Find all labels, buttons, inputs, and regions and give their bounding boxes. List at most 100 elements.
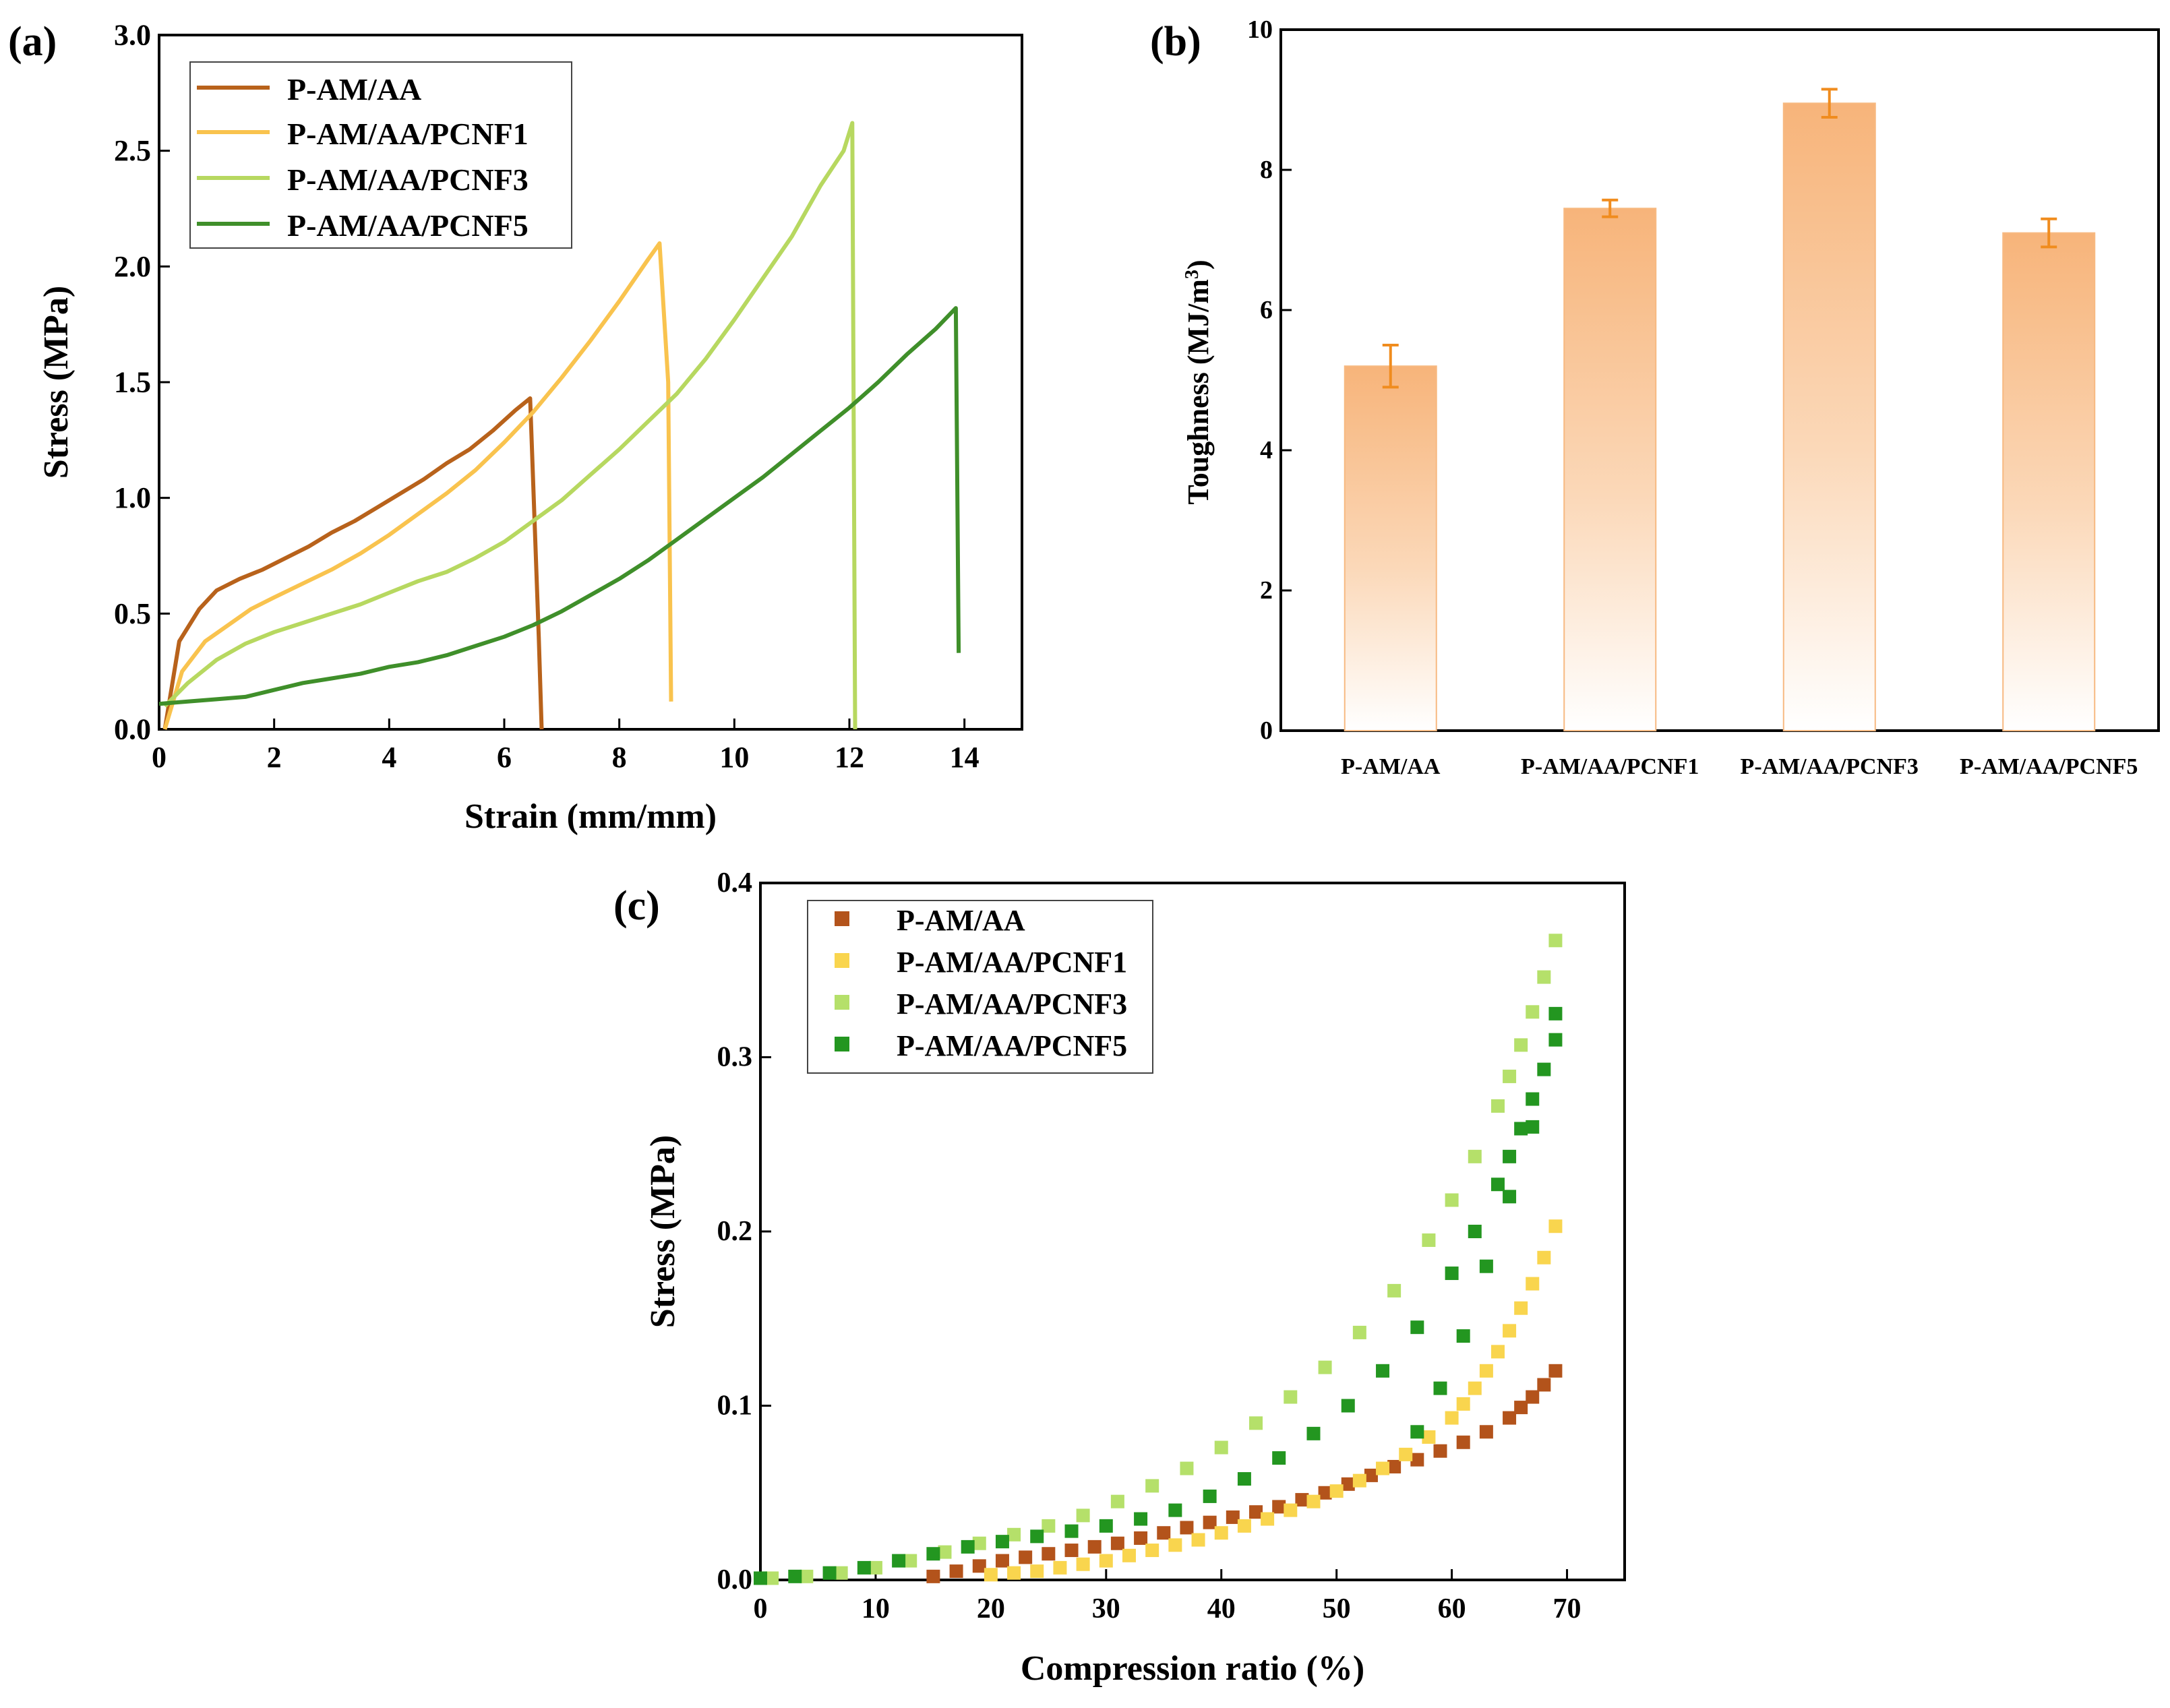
c-point-s2-8: [1042, 1519, 1056, 1533]
c-y-tick-label-2: 0.2: [717, 1216, 753, 1247]
c-point-s0-10: [1157, 1526, 1171, 1540]
c-point-s0-23: [1456, 1435, 1470, 1449]
c-point-s1-22: [1468, 1381, 1482, 1395]
c-point-s0-25: [1503, 1411, 1517, 1425]
c-point-s0-2: [972, 1559, 986, 1573]
c-point-s3-8: [1030, 1529, 1044, 1544]
panel-c-legend: P-AM/AA P-AM/AA/PCNF1 P-AM/AA/PCNF3 P-AM…: [807, 900, 1153, 1074]
panel-a-x-axis-label: Strain (mm/mm): [464, 797, 717, 836]
c-point-s2-25: [1526, 1005, 1540, 1019]
c-point-s1-26: [1514, 1301, 1528, 1315]
c-point-s2-10: [1110, 1494, 1124, 1508]
legend-c-label-2: P-AM/AA/PCNF3: [897, 987, 1127, 1020]
a-series-line-3: [158, 306, 961, 706]
panel-a-legend: P-AM/AA P-AM/AA/PCNF1 P-AM/AA/PCNF3 P-AM…: [189, 61, 572, 249]
a-y-tick-label-6: 3.0: [114, 19, 151, 52]
c-point-s2-20: [1445, 1193, 1459, 1207]
c-point-s2-0: [765, 1571, 779, 1585]
c-point-s2-11: [1145, 1479, 1159, 1493]
c-point-s3-21: [1468, 1225, 1482, 1238]
c-point-s1-15: [1329, 1484, 1344, 1498]
c-point-s1-18: [1399, 1447, 1413, 1461]
c-point-s3-28: [1410, 1425, 1424, 1439]
c-point-s0-15: [1272, 1500, 1286, 1514]
b-bar-3: [2002, 232, 2096, 732]
c-point-s0-14: [1249, 1505, 1263, 1519]
c-point-s2-17: [1352, 1325, 1366, 1339]
b-category-label-1: P-AM/AA/PCNF1: [1521, 754, 1699, 779]
b-bar-0: [1344, 365, 1437, 731]
c-point-s0-17: [1318, 1486, 1332, 1500]
c-point-s1-5: [1099, 1554, 1113, 1568]
c-point-s3-22: [1490, 1178, 1505, 1192]
legend-a-label-0: P-AM/AA: [287, 72, 421, 106]
c-point-s2-4: [903, 1554, 917, 1568]
c-point-s1-21: [1456, 1397, 1470, 1411]
c-point-s0-20: [1387, 1459, 1402, 1473]
c-point-s3-14: [1237, 1472, 1251, 1486]
c-point-s0-3: [995, 1554, 1009, 1568]
c-point-s1-25: [1503, 1324, 1517, 1338]
a-x-tick-label-5: 10: [719, 741, 749, 774]
c-point-s2-9: [1076, 1508, 1090, 1523]
c-point-s1-1: [1007, 1566, 1021, 1580]
c-point-s0-1: [949, 1564, 963, 1579]
a-series-line-1: [162, 241, 673, 730]
c-point-s0-5: [1042, 1547, 1056, 1561]
legend-a-label-3: P-AM/AA/PCNF5: [287, 208, 529, 243]
b-bar-1: [1563, 208, 1657, 731]
a-y-tick-label-5: 2.5: [114, 134, 151, 167]
c-point-s1-19: [1422, 1430, 1436, 1444]
panel-a-line-chart: (a) 0 2 4 6 8 10 12 14 0.0 0.5 1.0 1.5 2.0 2.5 3.0 Str…: [8, 19, 1023, 836]
legend-c-swatch-0: [835, 911, 849, 926]
a-x-tick-label-6: 12: [835, 741, 864, 774]
a-y-tick-label-3: 1.5: [114, 366, 151, 399]
c-point-s3-23: [1503, 1149, 1517, 1163]
c-point-s2-22: [1490, 1099, 1505, 1113]
c-point-s2-7: [1007, 1527, 1021, 1542]
c-point-s3-13: [1203, 1489, 1217, 1503]
legend-c-label-3: P-AM/AA/PCNF5: [897, 1029, 1127, 1062]
c-point-s1-27: [1526, 1277, 1540, 1291]
c-point-s0-9: [1134, 1531, 1148, 1545]
legend-c-swatch-3: [835, 1037, 849, 1051]
c-point-s1-8: [1168, 1538, 1182, 1552]
c-point-s1-14: [1306, 1494, 1321, 1508]
c-point-s1-29: [1548, 1219, 1563, 1233]
a-x-tick-label-3: 6: [497, 741, 512, 774]
c-point-s2-3: [868, 1560, 882, 1575]
c-point-s1-13: [1284, 1503, 1298, 1517]
legend-c-swatch-1: [835, 953, 849, 968]
c-point-s2-21: [1468, 1149, 1482, 1163]
legend-c-label-0: P-AM/AA: [897, 904, 1025, 937]
panel-c-legend-box: [807, 900, 1153, 1074]
c-x-tick-label-5: 50: [1323, 1593, 1351, 1624]
c-point-s3-4: [892, 1554, 906, 1568]
b-bar-2: [1782, 102, 1876, 731]
c-point-s3-2: [822, 1566, 837, 1580]
panel-c-y-axis-label: Stress (MPa): [644, 1135, 682, 1328]
legend-a-label-2: P-AM/AA/PCNF3: [287, 162, 529, 197]
panel-b-label: (b): [1150, 19, 1201, 65]
c-point-s0-29: [1548, 1364, 1563, 1378]
c-point-s3-32: [1503, 1190, 1517, 1204]
c-point-s3-27: [1548, 1033, 1563, 1047]
c-y-tick-label-3: 0.3: [717, 1042, 753, 1073]
c-point-s0-7: [1087, 1539, 1102, 1554]
c-x-tick-label-4: 40: [1207, 1593, 1236, 1624]
panel-a-legend-box: [189, 61, 572, 249]
b-y-tick-label-3: 6: [1260, 296, 1273, 324]
b-y-tick-label-1: 2: [1260, 576, 1273, 605]
a-x-tick-label-1: 2: [267, 741, 282, 774]
c-point-s0-27: [1526, 1390, 1540, 1404]
legend-c-swatch-2: [835, 995, 849, 1010]
c-point-s1-3: [1053, 1560, 1067, 1575]
c-point-s0-11: [1180, 1521, 1194, 1535]
c-point-s2-2: [834, 1566, 848, 1580]
c-point-s2-13: [1214, 1440, 1228, 1455]
c-point-s1-20: [1445, 1411, 1459, 1425]
c-point-s3-17: [1341, 1399, 1355, 1413]
c-x-tick-label-3: 30: [1092, 1593, 1120, 1624]
panel-a-ticks: 0 2 4 6 8 10 12 14 0.0 0.5 1.0 1.5 2.0 2.5 3.0: [114, 19, 979, 774]
c-point-s0-6: [1064, 1544, 1079, 1558]
